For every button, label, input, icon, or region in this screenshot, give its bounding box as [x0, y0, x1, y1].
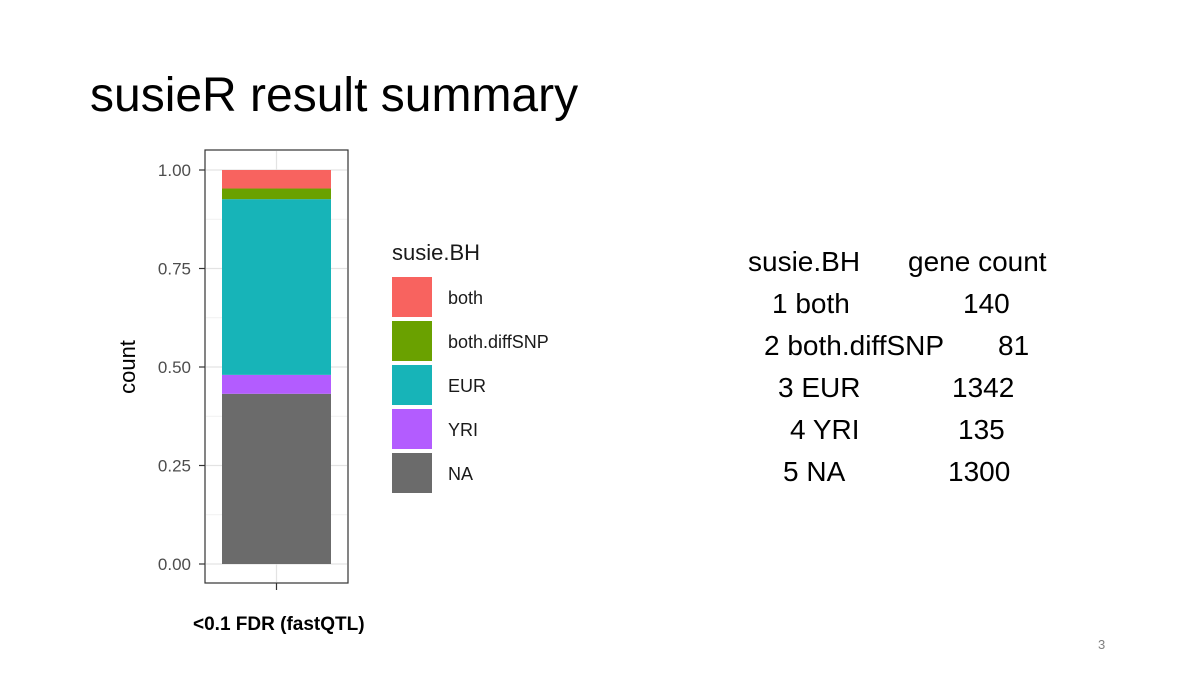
y-tick-label: 0.50: [158, 358, 191, 377]
y-axis-label: count: [115, 340, 140, 394]
legend-key: [392, 453, 432, 493]
legend-key: [392, 365, 432, 405]
legend-label: both.diffSNP: [448, 332, 549, 352]
bar-segment-both-diffsnp: [222, 188, 331, 200]
bar-segments: [222, 170, 331, 564]
legend-key: [392, 409, 432, 449]
y-tick-label: 1.00: [158, 161, 191, 180]
legend-label: both: [448, 288, 484, 308]
y-tick-label: 0.00: [158, 555, 191, 574]
page-number: 3: [1098, 637, 1106, 652]
bar-segment-eur: [222, 199, 331, 375]
legend-title: susie.BH: [392, 240, 481, 265]
bar-segment-yri: [222, 374, 331, 394]
table-row-label: 3 EUR: [778, 372, 861, 403]
table-row-count: 1300: [948, 456, 1011, 487]
table-row-label: 4 YRI: [790, 414, 860, 445]
legend-label: EUR: [448, 376, 487, 396]
axes: 0.00 0.25 0.50 0.75 1.00: [158, 161, 278, 590]
slide-title: susieR result summary: [90, 69, 579, 122]
x-axis-category-label: <0.1 FDR (fastQTL): [193, 614, 365, 635]
legend-key: [392, 321, 432, 361]
table-header-label: susie.BH: [748, 246, 861, 277]
table-row-label: 1 both: [772, 288, 850, 319]
legend-label: YRI: [448, 420, 479, 440]
legend-key: [392, 277, 432, 317]
table-row-label: 2 both.diffSNP: [764, 330, 945, 361]
table-row-count: 81: [998, 330, 1030, 361]
legend-label: NA: [448, 464, 474, 484]
bar-segment-both: [222, 170, 331, 189]
table-row-count: 1342: [952, 372, 1015, 403]
y-tick-label: 0.75: [158, 260, 191, 279]
y-tick-label: 0.25: [158, 457, 191, 476]
bar-segment-na: [222, 393, 331, 564]
table-header-count: gene count: [908, 246, 1047, 277]
table-row-label: 5 NA: [783, 456, 846, 487]
table-row-count: 135: [958, 414, 1005, 445]
table-row-count: 140: [963, 288, 1010, 319]
